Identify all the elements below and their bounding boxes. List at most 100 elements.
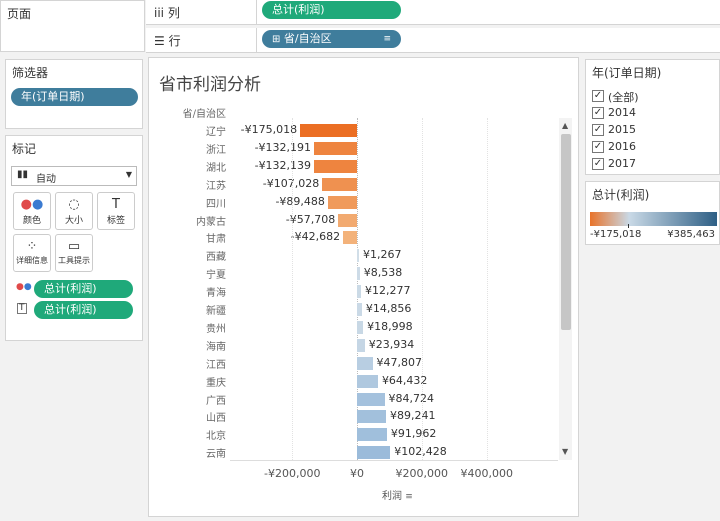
x-axis-title: 利润 ≡: [382, 491, 413, 502]
color-legend-card: 总计(利润) -¥175,018 ¥385,463: [585, 181, 720, 245]
label-button[interactable]: T 标签: [97, 192, 135, 230]
data-label: -¥42,682: [290, 230, 341, 244]
filters-panel: 筛选器 年(订单日期): [5, 59, 143, 129]
bar[interactable]: [300, 124, 357, 137]
mark-type-label: 自动: [36, 174, 56, 185]
row-label[interactable]: 新疆: [206, 306, 226, 317]
row-header: 省/自治区: [182, 109, 226, 120]
pages-panel: 页面: [0, 0, 145, 52]
bar[interactable]: [327, 195, 357, 209]
row-label[interactable]: 宁夏: [206, 270, 226, 282]
bar[interactable]: [322, 177, 357, 191]
bar[interactable]: [314, 141, 357, 155]
year-checkbox[interactable]: ✓: [592, 141, 604, 153]
year-filter-card: 年(订单日期) ✓ (全部) ✓ 2014 ✓ 2015 ✓ 2016 ✓ 2017: [585, 59, 720, 175]
rows-shelf[interactable]: ☰ 行 ⊞ 省/自治区 ≡: [146, 28, 720, 53]
year-filter-title: 年(订单日期): [592, 66, 662, 80]
label-icon: T: [112, 197, 120, 212]
legend-title: 总计(利润): [592, 188, 650, 202]
data-label: ¥84,724: [388, 391, 435, 405]
row-label[interactable]: 江西: [206, 359, 226, 371]
bar[interactable]: [357, 338, 365, 352]
row-label[interactable]: 海南: [206, 341, 226, 353]
filters-title: 筛选器: [12, 66, 49, 80]
legend-tick: [628, 224, 629, 228]
columns-icon: iii: [154, 6, 165, 20]
scroll-up-icon[interactable]: ▲: [562, 121, 569, 130]
scrollbar-thumb[interactable]: [561, 134, 571, 330]
year-checkbox[interactable]: ✓: [592, 107, 604, 119]
x-gridline: [487, 118, 488, 460]
detail-icon: ⁘: [26, 239, 38, 254]
marks-panel: 标记 ▮▮ 自动 ▼ ●● 颜色 ◌ 大小 T 标签 ⁘ 详细信息 ▭ 工具提示…: [5, 135, 143, 341]
row-label[interactable]: 甘肃: [206, 234, 226, 246]
bar[interactable]: [357, 410, 386, 424]
x-gridline: [422, 118, 423, 460]
expand-icon: ⊞: [272, 34, 281, 45]
year-checkbox[interactable]: ✓: [592, 90, 604, 102]
bar[interactable]: [357, 303, 362, 316]
bar[interactable]: [357, 392, 385, 406]
row-label[interactable]: 湖北: [206, 162, 226, 174]
color-field-pill[interactable]: 总计(利润): [34, 280, 133, 298]
sort-icon: ≡: [383, 34, 391, 44]
data-label: ¥102,428: [394, 445, 447, 459]
bar[interactable]: [357, 356, 373, 370]
row-label[interactable]: 山西: [206, 413, 226, 425]
filter-year-pill[interactable]: 年(订单日期): [11, 88, 138, 106]
rows-icon: ☰: [154, 34, 165, 48]
tooltip-icon: ▭: [67, 239, 81, 254]
tooltip-button[interactable]: ▭ 工具提示: [55, 234, 93, 272]
year-option-label: 2015: [608, 123, 636, 136]
sort-icon[interactable]: ≡: [405, 492, 413, 502]
mark-type-dropdown[interactable]: ▮▮ 自动 ▼: [11, 166, 137, 186]
chevron-down-icon: ▼: [125, 170, 132, 179]
scroll-down-icon[interactable]: ▼: [562, 447, 569, 456]
detail-button-label: 详细信息: [16, 256, 48, 265]
data-label: ¥14,856: [365, 302, 412, 315]
marks-title: 标记: [12, 142, 37, 156]
year-checkbox[interactable]: ✓: [592, 124, 604, 136]
data-label: -¥57,708: [285, 212, 336, 226]
bar[interactable]: [343, 231, 357, 245]
bar[interactable]: [357, 374, 378, 388]
row-label[interactable]: 北京: [206, 431, 226, 443]
row-label[interactable]: 江苏: [206, 180, 226, 192]
bar-chart-icon: ▮▮: [17, 169, 29, 180]
row-label[interactable]: 四川: [206, 198, 226, 210]
bar[interactable]: [357, 428, 387, 442]
row-label[interactable]: 辽宁: [206, 127, 226, 138]
data-label: -¥175,018: [240, 123, 298, 136]
bar[interactable]: [338, 213, 357, 227]
row-label[interactable]: 内蒙古: [196, 216, 226, 228]
bar[interactable]: [357, 267, 360, 281]
row-label[interactable]: 云南: [206, 449, 226, 461]
row-label[interactable]: 浙江: [206, 144, 226, 156]
data-label: ¥12,277: [364, 284, 411, 298]
year-checkbox[interactable]: ✓: [592, 158, 604, 170]
bar[interactable]: [357, 249, 359, 263]
bar[interactable]: [357, 285, 361, 299]
row-label[interactable]: 贵州: [206, 323, 226, 335]
row-label[interactable]: 青海: [206, 288, 226, 300]
label-field-pill[interactable]: 总计(利润): [34, 301, 133, 319]
data-label: -¥132,191: [254, 140, 312, 154]
row-label[interactable]: 广西: [206, 395, 226, 407]
x-tick-label: ¥200,000: [395, 467, 449, 480]
columns-shelf[interactable]: iii 列 总计(利润): [146, 0, 720, 25]
color-button[interactable]: ●● 颜色: [13, 192, 51, 230]
color-field-icon: ●●: [16, 282, 32, 292]
detail-button[interactable]: ⁘ 详细信息: [13, 234, 51, 272]
bar[interactable]: [357, 446, 391, 460]
bar[interactable]: [314, 159, 357, 173]
data-label: -¥132,139: [254, 158, 312, 172]
columns-shelf-label: iii 列: [154, 6, 180, 20]
axis-line: [230, 460, 558, 461]
rows-province-pill[interactable]: ⊞ 省/自治区 ≡: [262, 30, 401, 48]
bar[interactable]: [357, 320, 364, 334]
row-label[interactable]: 重庆: [206, 377, 226, 389]
row-label[interactable]: 西藏: [206, 252, 226, 264]
size-button[interactable]: ◌ 大小: [55, 192, 93, 230]
x-tick-label: ¥0: [350, 467, 364, 480]
columns-profit-pill[interactable]: 总计(利润): [262, 1, 401, 19]
